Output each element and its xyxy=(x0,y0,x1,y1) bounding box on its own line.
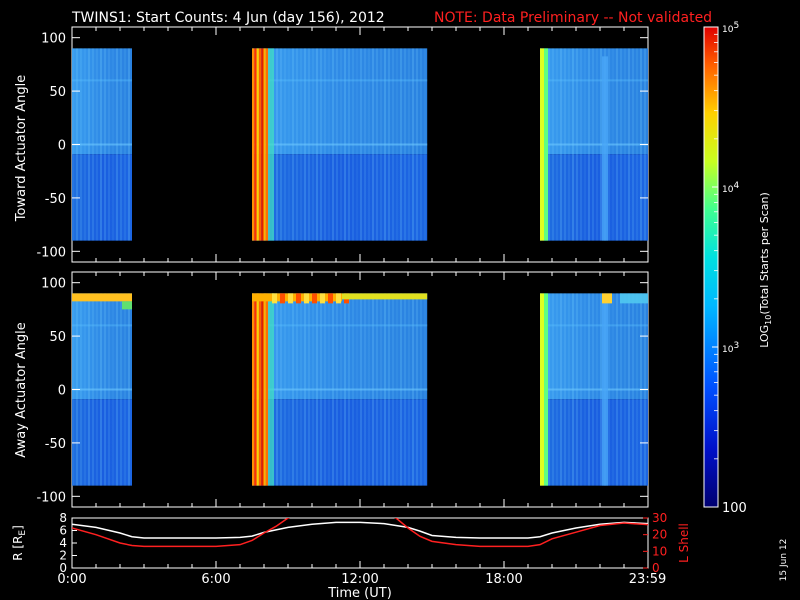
radius-tick-label-0: 0 xyxy=(59,561,67,575)
data-block-0-0 xyxy=(72,48,132,241)
radius-tick-label-1: 2 xyxy=(59,549,67,563)
y-tick-label-1-4: -100 xyxy=(36,490,66,505)
time-tick-label-3: 18:00 xyxy=(485,572,522,587)
radius-tick-label-3: 6 xyxy=(59,524,67,538)
radius-series-line xyxy=(72,521,648,539)
y-tick-label-0-4: -100 xyxy=(36,245,66,260)
time-tick-label-2: 12:00 xyxy=(341,572,378,587)
radius-axis-label: R [RE] xyxy=(11,525,28,561)
data-block-1-1 xyxy=(252,293,428,486)
l-shell-tick-label-2: 20 xyxy=(652,528,667,542)
colorbar-tick-label-0: 100 xyxy=(722,501,747,516)
l-shell-axis-label: L Shell xyxy=(677,523,691,563)
time-tick-label-1: 6:00 xyxy=(201,572,230,587)
y-tick-label-1-1: 50 xyxy=(49,330,66,345)
y-tick-label-1-3: -50 xyxy=(45,437,66,452)
time-tick-label-0: 0:00 xyxy=(57,572,86,587)
toward-angle-panel: 100 50 0 -50 -100 Toward Actuator Angle xyxy=(14,26,649,263)
colorbar-label: LOG10(Total Starts per Scan) xyxy=(758,192,773,348)
data-block-0-1 xyxy=(252,48,428,241)
time-axis-label: Time (UT) xyxy=(327,586,392,600)
radius-tick-label-2: 4 xyxy=(59,536,67,550)
colorbar: 100 103 104 105 LOG10(Total Starts per Scan… xyxy=(703,21,773,516)
date-stamp: 15 Jun 12 xyxy=(779,539,789,582)
away-angle-axis-label: Away Actuator Angle xyxy=(14,322,29,457)
figure-title: TWINS1: Start Counts: 4 Jun (day 156), 2… xyxy=(71,10,385,26)
l-shell-series-line xyxy=(72,518,648,548)
away-angle-panel: 100 50 0 -50 -100 Away Actuator Angle xyxy=(14,271,649,508)
l-shell-tick-label-1: 10 xyxy=(652,544,667,558)
colorbar-tick-label-2: 104 xyxy=(722,181,739,195)
l-shell-tick-label-0: 0 xyxy=(652,561,660,575)
colorbar-tick-label-3: 105 xyxy=(722,21,739,35)
y-tick-label-0-3: -50 xyxy=(45,192,66,207)
time-tick-label-4: 23:59 xyxy=(629,572,666,587)
l-shell-tick-label-3: 30 xyxy=(652,511,667,525)
preliminary-note: NOTE: Data Preliminary -- Not validated xyxy=(434,10,712,26)
y-tick-label-0-1: 50 xyxy=(49,85,66,100)
toward-angle-axis-label: Toward Actuator Angle xyxy=(14,75,29,222)
colorbar-tick-label-1: 103 xyxy=(722,341,739,355)
data-block-1-2 xyxy=(540,293,648,486)
radius-tick-label-4: 8 xyxy=(59,511,67,525)
y-tick-label-1-0: 100 xyxy=(41,277,66,292)
data-block-0-2 xyxy=(540,48,648,241)
data-block-1-0 xyxy=(72,293,132,486)
y-tick-label-0-0: 100 xyxy=(41,32,66,47)
y-tick-label-0-2: 0 xyxy=(58,139,66,154)
y-tick-label-1-2: 0 xyxy=(58,384,66,399)
